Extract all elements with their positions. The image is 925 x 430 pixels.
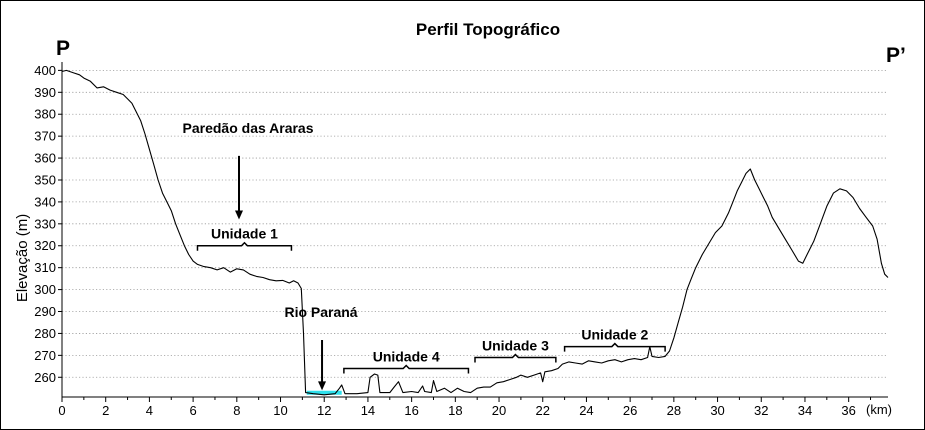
chart-title: Perfil Topográfico <box>416 20 560 39</box>
x-tick-label: 2 <box>102 403 109 418</box>
annotation-arrowhead <box>318 381 327 391</box>
y-tick-label: 310 <box>34 260 56 275</box>
y-tick-label: 260 <box>34 370 56 385</box>
unit-bracket <box>343 364 470 374</box>
unit-label: Unidade 4 <box>373 349 440 365</box>
y-tick-label: 360 <box>34 151 56 166</box>
y-tick-label: 370 <box>34 129 56 144</box>
x-tick-label: 6 <box>189 403 196 418</box>
y-tick-label: 390 <box>34 85 56 100</box>
x-tick-label: 10 <box>273 403 287 418</box>
annotations: Unidade 1 Unidade 4 Unidade 3 Unidade 2 Pare… <box>183 120 666 391</box>
x-tick-label: 36 <box>841 403 855 418</box>
x-tick-label: 18 <box>448 403 462 418</box>
x-tick-label: 34 <box>798 403 812 418</box>
unit-bracket <box>196 241 293 251</box>
x-tick-label: 8 <box>233 403 240 418</box>
y-tick-label: 300 <box>34 282 56 297</box>
unit-label: Unidade 2 <box>581 327 648 343</box>
y-tick-label: 380 <box>34 107 56 122</box>
elevation-profile-line <box>61 69 889 396</box>
series-layer <box>61 69 889 396</box>
y-tick-label: 340 <box>34 194 56 209</box>
x-tick-label: 12 <box>317 403 331 418</box>
axes: 2602702802903003103203303403503603703803… <box>34 62 888 418</box>
x-tick-label: 28 <box>667 403 681 418</box>
x-tick-label: 4 <box>146 403 153 418</box>
annotation-label: Paredão das Araras <box>183 120 314 136</box>
y-tick-label: 270 <box>34 348 56 363</box>
x-tick-label: 32 <box>754 403 768 418</box>
x-tick-label: 30 <box>710 403 724 418</box>
annotation-label: Rio Paraná <box>284 304 357 320</box>
x-tick-label: 24 <box>579 403 593 418</box>
x-tick-label: 26 <box>623 403 637 418</box>
x-tick-label: 14 <box>361 403 375 418</box>
y-tick-label: 330 <box>34 216 56 231</box>
y-axis-label: Elevação (m) <box>14 214 31 302</box>
unit-label: Unidade 1 <box>211 226 278 242</box>
x-tick-label: 16 <box>404 403 418 418</box>
x-unit-label: (km) <box>866 402 892 417</box>
y-tick-label: 400 <box>34 63 56 78</box>
start-point-label: P <box>56 37 70 60</box>
x-tick-label: 0 <box>58 403 65 418</box>
annotation-arrowhead <box>235 210 243 220</box>
unit-label: Unidade 3 <box>482 338 549 354</box>
x-tick-label: 22 <box>536 403 550 418</box>
end-point-label: P’ <box>886 44 906 67</box>
y-tick-label: 280 <box>34 326 56 341</box>
grid <box>62 69 888 378</box>
y-tick-label: 350 <box>34 172 56 187</box>
unit-bracket <box>474 353 557 363</box>
y-tick-label: 290 <box>34 304 56 319</box>
unit-bracket <box>563 342 666 352</box>
y-tick-label: 320 <box>34 238 56 253</box>
x-tick-label: 20 <box>492 403 506 418</box>
